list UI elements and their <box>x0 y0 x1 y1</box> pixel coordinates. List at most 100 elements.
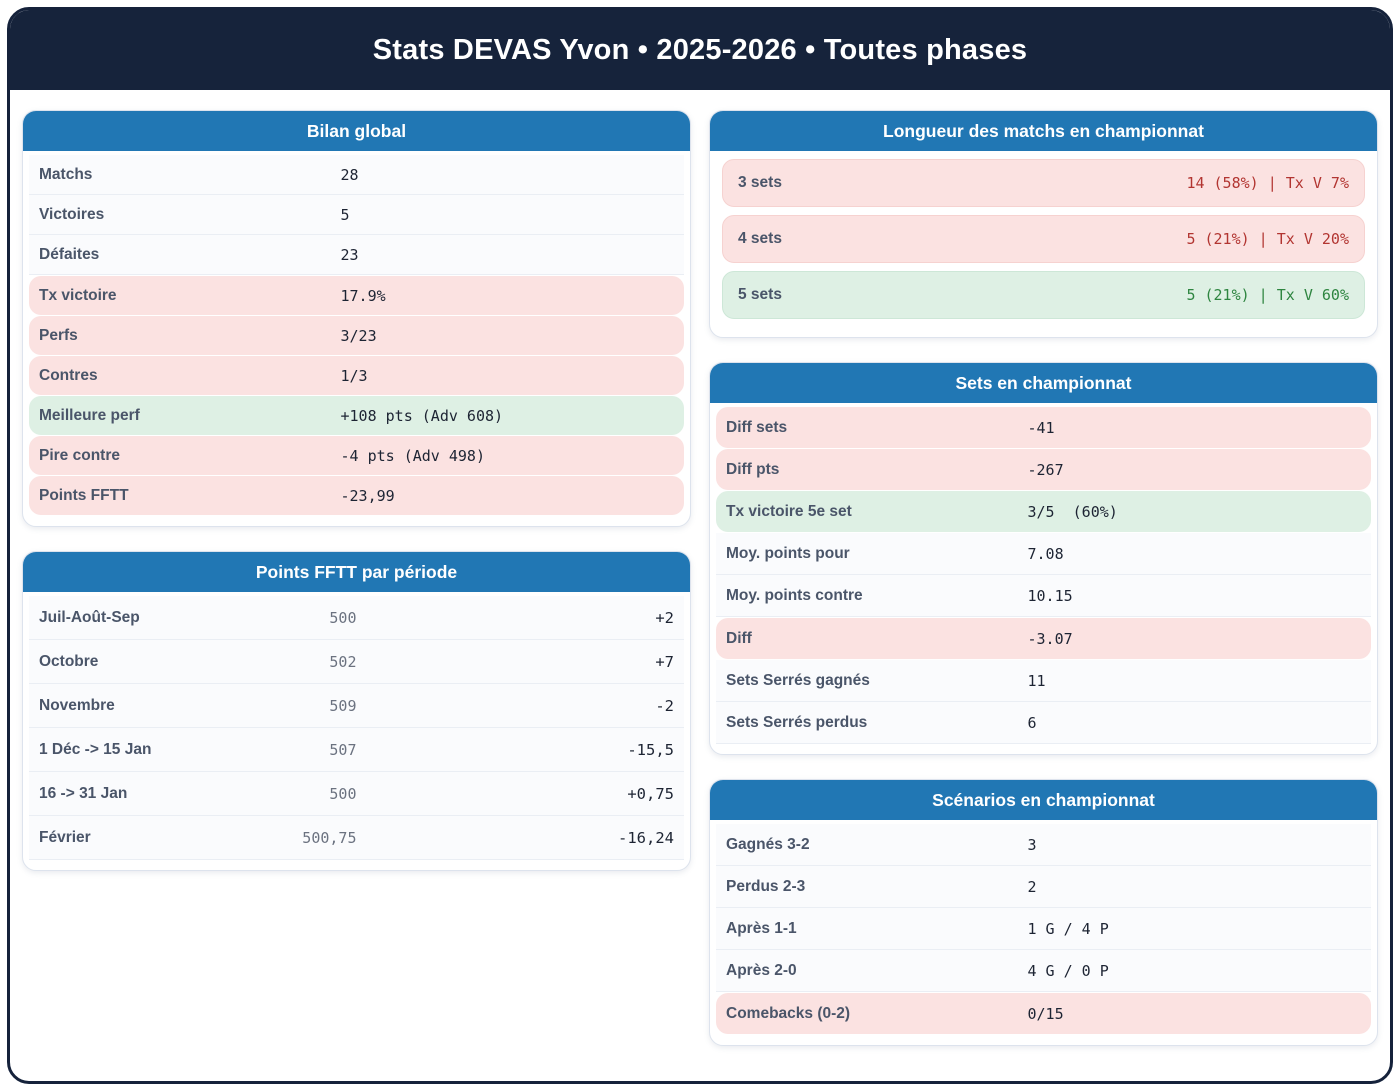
period-delta: -15,5 <box>627 740 674 759</box>
stat-value: 23 <box>340 245 359 264</box>
stat-label: Diff <box>726 629 752 647</box>
panel-scenarios-championnat-title: Scénarios en championnat <box>710 780 1377 820</box>
stat-label: Perdus 2-3 <box>726 877 806 895</box>
stat-value: 3 <box>1027 835 1037 854</box>
period-delta: -16,24 <box>618 828 674 847</box>
stat-label: Diff pts <box>726 460 780 478</box>
stat-value: 7.08 <box>1027 544 1064 563</box>
stat-value: -267 <box>1027 460 1064 479</box>
period-row-juil-aout-sep: Juil-Août-Sep 500 +2 <box>29 596 684 640</box>
stat-value: 3/23 <box>340 326 377 345</box>
stat-label: Défaites <box>39 245 100 263</box>
stat-row-victoires: Victoires 5 <box>29 195 684 235</box>
period-label: Février <box>39 828 91 846</box>
stat-row-diff: Diff -3.07 <box>716 618 1371 659</box>
page-header: Stats DEVAS Yvon • 2025-2026 • Toutes ph… <box>10 10 1390 90</box>
stat-row-tx-victoire: Tx victoire 17.9% <box>29 276 684 315</box>
right-column: Longueur des matchs en championnat 3 set… <box>709 110 1378 1081</box>
stat-label: Gagnés 3-2 <box>726 835 810 853</box>
stat-label: Points FFTT <box>39 486 129 504</box>
stat-value: 1/3 <box>340 366 368 385</box>
stat-value: 4 G / 0 P <box>1027 961 1109 980</box>
stat-label: Matchs <box>39 165 93 183</box>
panel-points-fftt-periode-title: Points FFTT par période <box>23 552 690 592</box>
period-delta: +2 <box>655 608 674 627</box>
length-value: 5 (21%) | Tx V 60% <box>1186 286 1349 304</box>
period-points: 509 <box>329 696 357 715</box>
period-row-novembre: Novembre 509 -2 <box>29 684 684 728</box>
stat-label: Victoires <box>39 205 105 223</box>
stat-label: Comebacks (0-2) <box>726 1004 851 1022</box>
stat-row-diff-sets: Diff sets -41 <box>716 407 1371 448</box>
panel-points-fftt-periode: Points FFTT par période Juil-Août-Sep 50… <box>22 551 691 871</box>
stat-label: Contres <box>39 366 98 384</box>
stat-row-apres-1-1: Après 1-1 1 G / 4 P <box>716 908 1371 950</box>
period-delta: +0,75 <box>627 784 674 803</box>
stat-value: -23,99 <box>340 486 395 505</box>
left-column: Bilan global Matchs 28 Victoires 5 Défai… <box>22 110 691 1081</box>
period-label: 1 Déc -> 15 Jan <box>39 740 152 758</box>
stat-row-meilleure-perf: Meilleure perf +108 pts (Adv 608) <box>29 396 684 435</box>
period-label: 16 -> 31 Jan <box>39 784 128 802</box>
stat-value: 3/5 (60%) <box>1027 502 1118 521</box>
stat-value: 10.15 <box>1027 586 1073 605</box>
stat-label: Sets Serrés gagnés <box>726 671 870 689</box>
length-value: 5 (21%) | Tx V 20% <box>1186 230 1349 248</box>
stat-value: -41 <box>1027 418 1055 437</box>
stat-label: Moy. points pour <box>726 544 850 562</box>
stat-value: 11 <box>1027 671 1046 690</box>
period-delta: -2 <box>655 696 674 715</box>
page-frame: Stats DEVAS Yvon • 2025-2026 • Toutes ph… <box>7 7 1393 1084</box>
stat-row-diff-pts: Diff pts -267 <box>716 449 1371 490</box>
period-label: Juil-Août-Sep <box>39 608 140 626</box>
panel-bilan-global-title: Bilan global <box>23 111 690 151</box>
stat-value: -3.07 <box>1027 629 1073 648</box>
stat-row-points-fftt: Points FFTT -23,99 <box>29 476 684 515</box>
stat-row-moy-points-pour: Moy. points pour 7.08 <box>716 533 1371 575</box>
period-points: 500 <box>329 784 357 803</box>
period-points: 500 <box>329 608 357 627</box>
period-row-dec-janv: 1 Déc -> 15 Jan 507 -15,5 <box>29 728 684 772</box>
stat-label: Tx victoire <box>39 286 117 304</box>
stat-row-defaites: Défaites 23 <box>29 235 684 275</box>
content-area: Bilan global Matchs 28 Victoires 5 Défai… <box>10 90 1390 1081</box>
panel-bilan-global: Bilan global Matchs 28 Victoires 5 Défai… <box>22 110 691 527</box>
stat-label: Pire contre <box>39 446 120 464</box>
stat-value: +108 pts (Adv 608) <box>340 406 504 425</box>
stat-value: 1 G / 4 P <box>1027 919 1109 938</box>
period-label: Novembre <box>39 696 115 714</box>
stat-label: Meilleure perf <box>39 406 140 424</box>
stat-row-comebacks-0-2: Comebacks (0-2) 0/15 <box>716 993 1371 1034</box>
stat-row-apres-2-0: Après 2-0 4 G / 0 P <box>716 950 1371 992</box>
stat-row-moy-points-contre: Moy. points contre 10.15 <box>716 575 1371 617</box>
stat-label: Tx victoire 5e set <box>726 502 852 520</box>
panel-longueur-matchs-title: Longueur des matchs en championnat <box>710 111 1377 151</box>
stat-row-contres: Contres 1/3 <box>29 356 684 395</box>
stat-label: Après 1-1 <box>726 919 797 937</box>
stat-value: 17.9% <box>340 286 386 305</box>
period-row-16-31-jan: 16 -> 31 Jan 500 +0,75 <box>29 772 684 816</box>
length-value: 14 (58%) | Tx V 7% <box>1186 174 1349 192</box>
page-title: Stats DEVAS Yvon • 2025-2026 • Toutes ph… <box>372 33 1028 66</box>
length-label: 3 sets <box>738 174 782 191</box>
length-label: 4 sets <box>738 230 782 247</box>
stat-row-sets-serres-gagnes: Sets Serrés gagnés 11 <box>716 660 1371 702</box>
stat-value: -4 pts (Adv 498) <box>340 446 486 465</box>
period-row-octobre: Octobre 502 +7 <box>29 640 684 684</box>
length-row-4-sets: 4 sets 5 (21%) | Tx V 20% <box>722 215 1365 263</box>
length-row-5-sets: 5 sets 5 (21%) | Tx V 60% <box>722 271 1365 319</box>
stat-row-pire-contre: Pire contre -4 pts (Adv 498) <box>29 436 684 475</box>
period-row-fevrier: Février 500,75 -16,24 <box>29 816 684 860</box>
period-label: Octobre <box>39 652 99 670</box>
stat-row-matchs: Matchs 28 <box>29 155 684 195</box>
stat-value: 5 <box>340 205 350 224</box>
stat-value: 6 <box>1027 713 1037 732</box>
stat-row-sets-serres-perdus: Sets Serrés perdus 6 <box>716 702 1371 744</box>
stat-value: 0/15 <box>1027 1004 1064 1023</box>
panel-sets-championnat-title: Sets en championnat <box>710 363 1377 403</box>
stat-row-perdus-2-3: Perdus 2-3 2 <box>716 866 1371 908</box>
stat-row-perfs: Perfs 3/23 <box>29 316 684 355</box>
period-points: 507 <box>329 740 357 759</box>
stat-row-tx-victoire-5e-set: Tx victoire 5e set 3/5 (60%) <box>716 491 1371 532</box>
length-label: 5 sets <box>738 286 782 303</box>
